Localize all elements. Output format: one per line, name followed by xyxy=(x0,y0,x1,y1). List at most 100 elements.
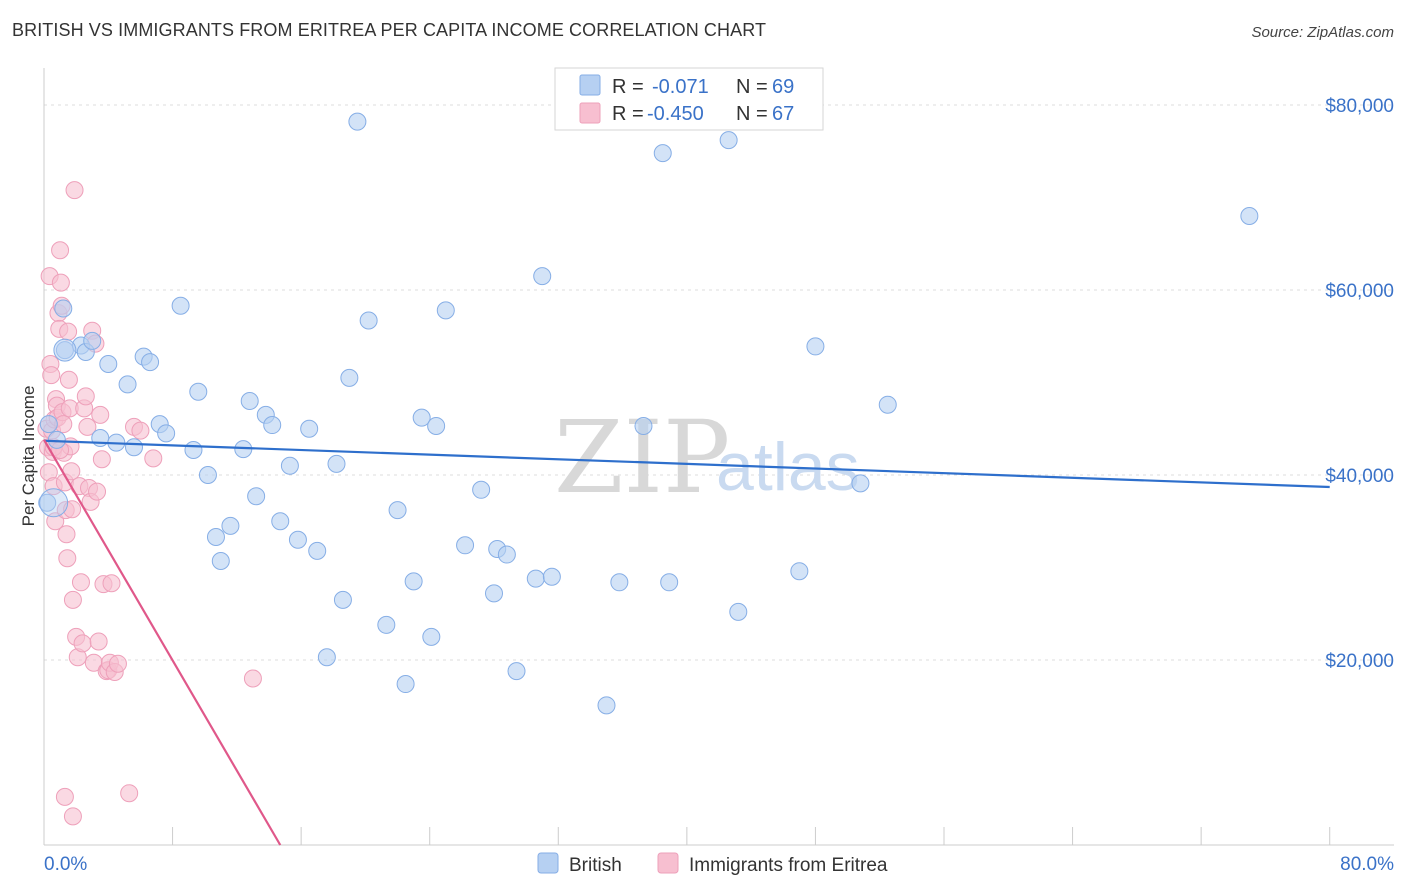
eritrea-point xyxy=(76,387,95,406)
british-point xyxy=(497,545,516,564)
british-swatch xyxy=(579,74,601,96)
eritrea-point xyxy=(88,482,107,501)
x-tick-labels: 0.0% 80.0% xyxy=(44,854,1394,875)
y-tick-label: $20,000 xyxy=(1325,651,1394,672)
british-point xyxy=(198,466,217,484)
eritrea-points xyxy=(37,181,262,826)
watermark: ZIP atlas xyxy=(554,399,860,516)
eritrea-point xyxy=(102,574,121,593)
x-tick-label: 0.0% xyxy=(44,854,87,875)
eritrea-point xyxy=(131,421,150,440)
eritrea-trend-line xyxy=(43,439,282,846)
british-point xyxy=(396,675,415,694)
eritrea-point xyxy=(51,273,70,292)
british-point xyxy=(189,382,208,401)
british-point xyxy=(653,144,672,163)
british-point xyxy=(53,338,77,362)
british-point xyxy=(436,301,455,320)
axes xyxy=(43,68,1394,846)
eritrea-point xyxy=(73,634,92,653)
eritrea-swatch xyxy=(579,102,601,124)
eritrea-point xyxy=(71,573,90,592)
british-point xyxy=(157,424,176,443)
british-point xyxy=(348,112,367,131)
british-point xyxy=(221,516,240,535)
british-point xyxy=(240,392,259,410)
british-point xyxy=(39,488,69,518)
eritrea-point xyxy=(55,787,74,806)
british-point xyxy=(610,573,629,592)
british-point xyxy=(280,456,299,475)
british-point xyxy=(288,530,307,549)
eritrea-point xyxy=(57,525,76,544)
legend-british-swatch xyxy=(537,852,559,874)
x-tick-label: 80.0% xyxy=(1340,854,1394,875)
british-point xyxy=(271,512,290,531)
british-r-label: R = xyxy=(612,76,644,98)
eritrea-point xyxy=(144,449,163,468)
british-point xyxy=(472,480,491,499)
eritrea-point xyxy=(78,417,97,436)
british-point xyxy=(377,615,396,634)
british-point xyxy=(47,430,66,449)
british-point xyxy=(317,648,336,667)
british-r-value: -0.071 xyxy=(652,76,709,98)
eritrea-point xyxy=(120,784,139,803)
legend-eritrea-label: Immigrants from Eritrea xyxy=(689,855,888,876)
eritrea-point xyxy=(63,807,82,826)
british-point xyxy=(533,267,552,286)
british-point xyxy=(141,353,160,372)
y-tick-label: $80,000 xyxy=(1325,96,1394,117)
eritrea-point xyxy=(243,669,262,688)
watermark-zip: ZIP xyxy=(554,399,730,516)
eritrea-r-value: -0.450 xyxy=(647,103,704,125)
series-legend: British Immigrants from Eritrea xyxy=(537,852,888,876)
grid-lines xyxy=(44,104,1394,661)
eritrea-point xyxy=(108,654,127,673)
british-point xyxy=(359,311,378,330)
legend-british-label: British xyxy=(569,855,622,876)
british-point xyxy=(184,441,203,460)
y-axis-label: Per Capita Income xyxy=(19,386,38,527)
eritrea-point xyxy=(42,366,61,385)
british-point xyxy=(38,493,57,512)
eritrea-n-label: N = xyxy=(736,103,768,125)
british-point xyxy=(412,408,431,427)
british-point xyxy=(404,572,423,591)
british-point xyxy=(806,337,825,356)
british-trend-line xyxy=(43,439,1330,489)
british-point xyxy=(729,602,748,621)
british-point xyxy=(790,562,809,581)
source-label: Source: ZipAtlas.com xyxy=(1251,24,1394,41)
british-point xyxy=(634,416,653,435)
british-point xyxy=(851,474,870,493)
british-point xyxy=(300,419,319,438)
chart-title: BRITISH VS IMMIGRANTS FROM ERITREA PER C… xyxy=(12,20,767,40)
british-n-value: 69 xyxy=(772,76,794,98)
british-point xyxy=(327,454,346,473)
british-point xyxy=(388,501,407,520)
eritrea-point xyxy=(63,590,82,609)
british-point xyxy=(542,567,561,586)
eritrea-r-label: R = xyxy=(612,103,644,125)
y-tick-label: $60,000 xyxy=(1325,281,1394,302)
eritrea-n-value: 67 xyxy=(772,103,794,125)
british-point xyxy=(83,331,102,350)
british-point xyxy=(526,569,545,588)
eritrea-point xyxy=(65,181,84,200)
british-point xyxy=(485,584,503,603)
eritrea-point xyxy=(59,370,78,389)
british-points xyxy=(38,112,1259,715)
british-n-label: N = xyxy=(736,76,768,98)
british-point xyxy=(54,299,73,318)
eritrea-point xyxy=(51,241,70,260)
eritrea-point xyxy=(89,632,108,651)
eritrea-point xyxy=(91,405,110,424)
british-point xyxy=(507,662,526,681)
british-point xyxy=(456,536,475,555)
trend-lines xyxy=(43,439,1330,846)
y-tick-label: $40,000 xyxy=(1325,466,1394,487)
british-point xyxy=(1240,207,1259,225)
y-tick-labels: $20,000 $40,000 $60,000 $80,000 xyxy=(1325,96,1394,672)
british-point xyxy=(660,573,679,592)
